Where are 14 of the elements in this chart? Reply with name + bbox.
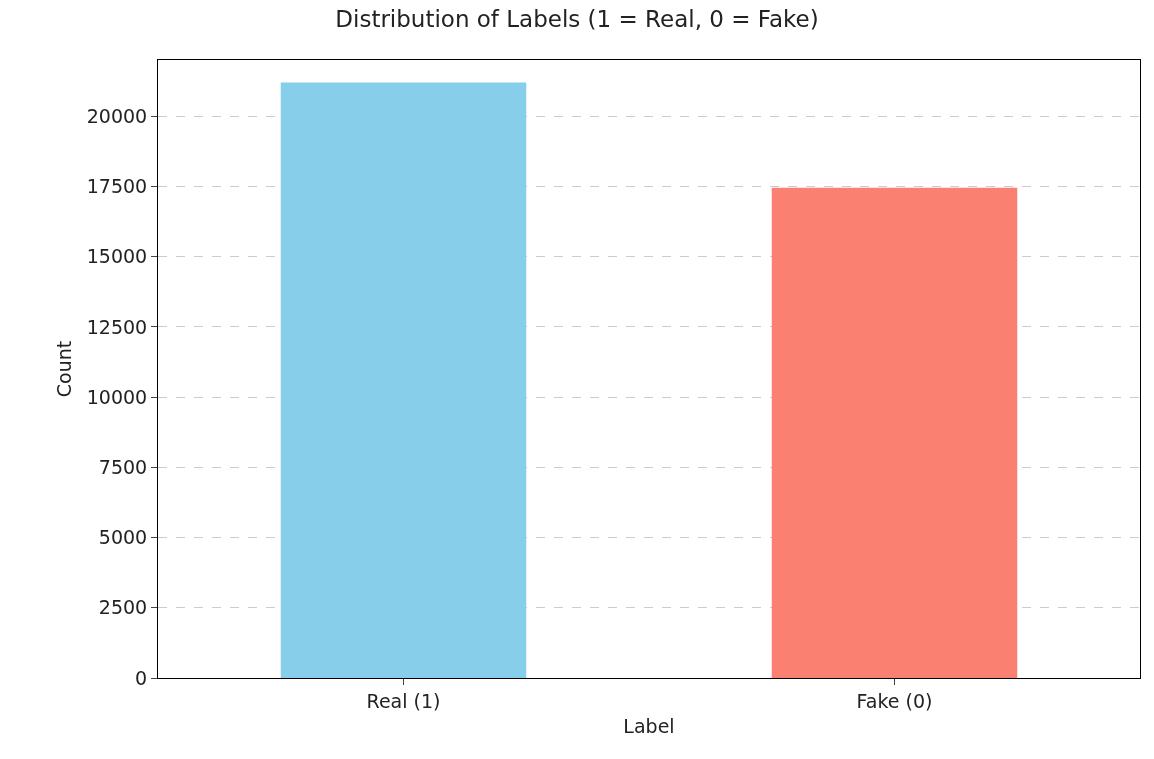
- y-tick-label: 12500: [86, 315, 148, 338]
- y-tick-label: 17500: [86, 175, 148, 198]
- y-tick-label: 0: [135, 666, 148, 689]
- y-tick-label: 5000: [98, 526, 148, 549]
- y-tick-label: 15000: [86, 245, 148, 268]
- y-axis-title: Count: [52, 340, 75, 398]
- x-axis-title: Label: [623, 714, 675, 737]
- y-tick-label: 10000: [86, 385, 148, 408]
- x-tick-label: Fake (0): [856, 689, 933, 712]
- chart-title: Distribution of Labels (1 = Real, 0 = Fake): [335, 6, 819, 33]
- x-tick-label: Real (1): [366, 689, 441, 712]
- y-tick-label: 2500: [98, 596, 148, 619]
- y-tick-label: 20000: [86, 104, 148, 127]
- y-tick-label: 7500: [98, 455, 148, 478]
